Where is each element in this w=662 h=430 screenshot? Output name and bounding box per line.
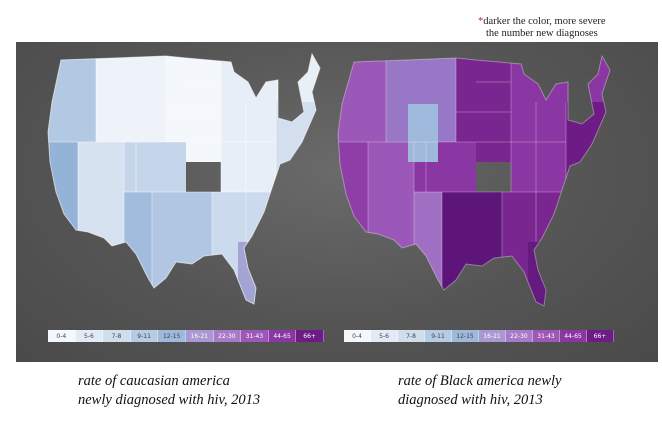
legend-bin: 7-8	[398, 330, 425, 342]
legend-bin: 12-15	[158, 330, 186, 342]
region-southwest	[414, 192, 442, 306]
note-asterisk: *	[478, 16, 484, 27]
map-caucasian	[47, 52, 321, 305]
legend-bin: 44-65	[560, 330, 587, 342]
legend-bin: 22-30	[506, 330, 533, 342]
legend-bin: 31-43	[533, 330, 560, 342]
color-note: *darker the color, more severe the numbe…	[478, 16, 658, 40]
region-plains-south	[124, 142, 186, 192]
region-northeast	[566, 102, 610, 306]
legend-bin: 12-15	[452, 330, 479, 342]
region-texas	[442, 192, 502, 306]
region-mountain-highlight	[408, 104, 438, 162]
legend-bin: 22-30	[213, 330, 242, 342]
note-line-1: darker the color, more severe	[483, 16, 606, 27]
region-pacific	[338, 56, 386, 142]
legend-black: 0-4 5-6 7-8 9-11 12-15 16-21 22-30 31-43 44-65 66…	[344, 330, 614, 342]
region-mountain-north	[96, 54, 166, 142]
region-mountain-south	[368, 142, 414, 306]
map-black	[337, 54, 611, 307]
caption-black-line-1: rate of Black america newly	[398, 373, 562, 389]
legend-caucasian: 0-4 5-6 7-8 9-11 12-15 16-21 22-30 31-43 44-65 66…	[48, 330, 324, 342]
caption-caucasian-line-2: newly diagnosed with hiv, 2013	[78, 392, 261, 408]
legend-bin: 5-6	[75, 330, 104, 342]
region-midwest	[511, 56, 566, 192]
caption-black-line-2: diagnosed with hiv, 2013	[398, 392, 543, 408]
legend-bin: 0-4	[48, 330, 76, 342]
map-panel: 0-4 5-6 7-8 9-11 12-15 16-21 22-30 31-43 44-65 66…	[16, 42, 658, 362]
legend-bin: 5-6	[371, 330, 398, 342]
legend-bin: 7-8	[103, 330, 131, 342]
legend-bin: 44-65	[268, 330, 297, 342]
region-california	[338, 142, 368, 306]
legend-bin: 9-11	[130, 330, 159, 342]
caption-caucasian-line-1: rate of caucasian america	[78, 373, 230, 389]
note-line-2: the number new diagnoses	[486, 28, 598, 39]
legend-bin: 66+	[587, 330, 614, 342]
legend-bin: 0-4	[344, 330, 371, 342]
caption-caucasian: rate of caucasian america newly diagnose…	[78, 372, 318, 410]
legend-bin: 31-43	[241, 330, 269, 342]
legend-bin: 16-21	[479, 330, 506, 342]
region-maine	[566, 56, 610, 102]
legend-bin: 66+	[296, 330, 324, 342]
legend-bin: 9-11	[425, 330, 452, 342]
caption-black: rate of Black america newly diagnosed wi…	[398, 372, 638, 410]
legend-bin: 16-21	[185, 330, 214, 342]
